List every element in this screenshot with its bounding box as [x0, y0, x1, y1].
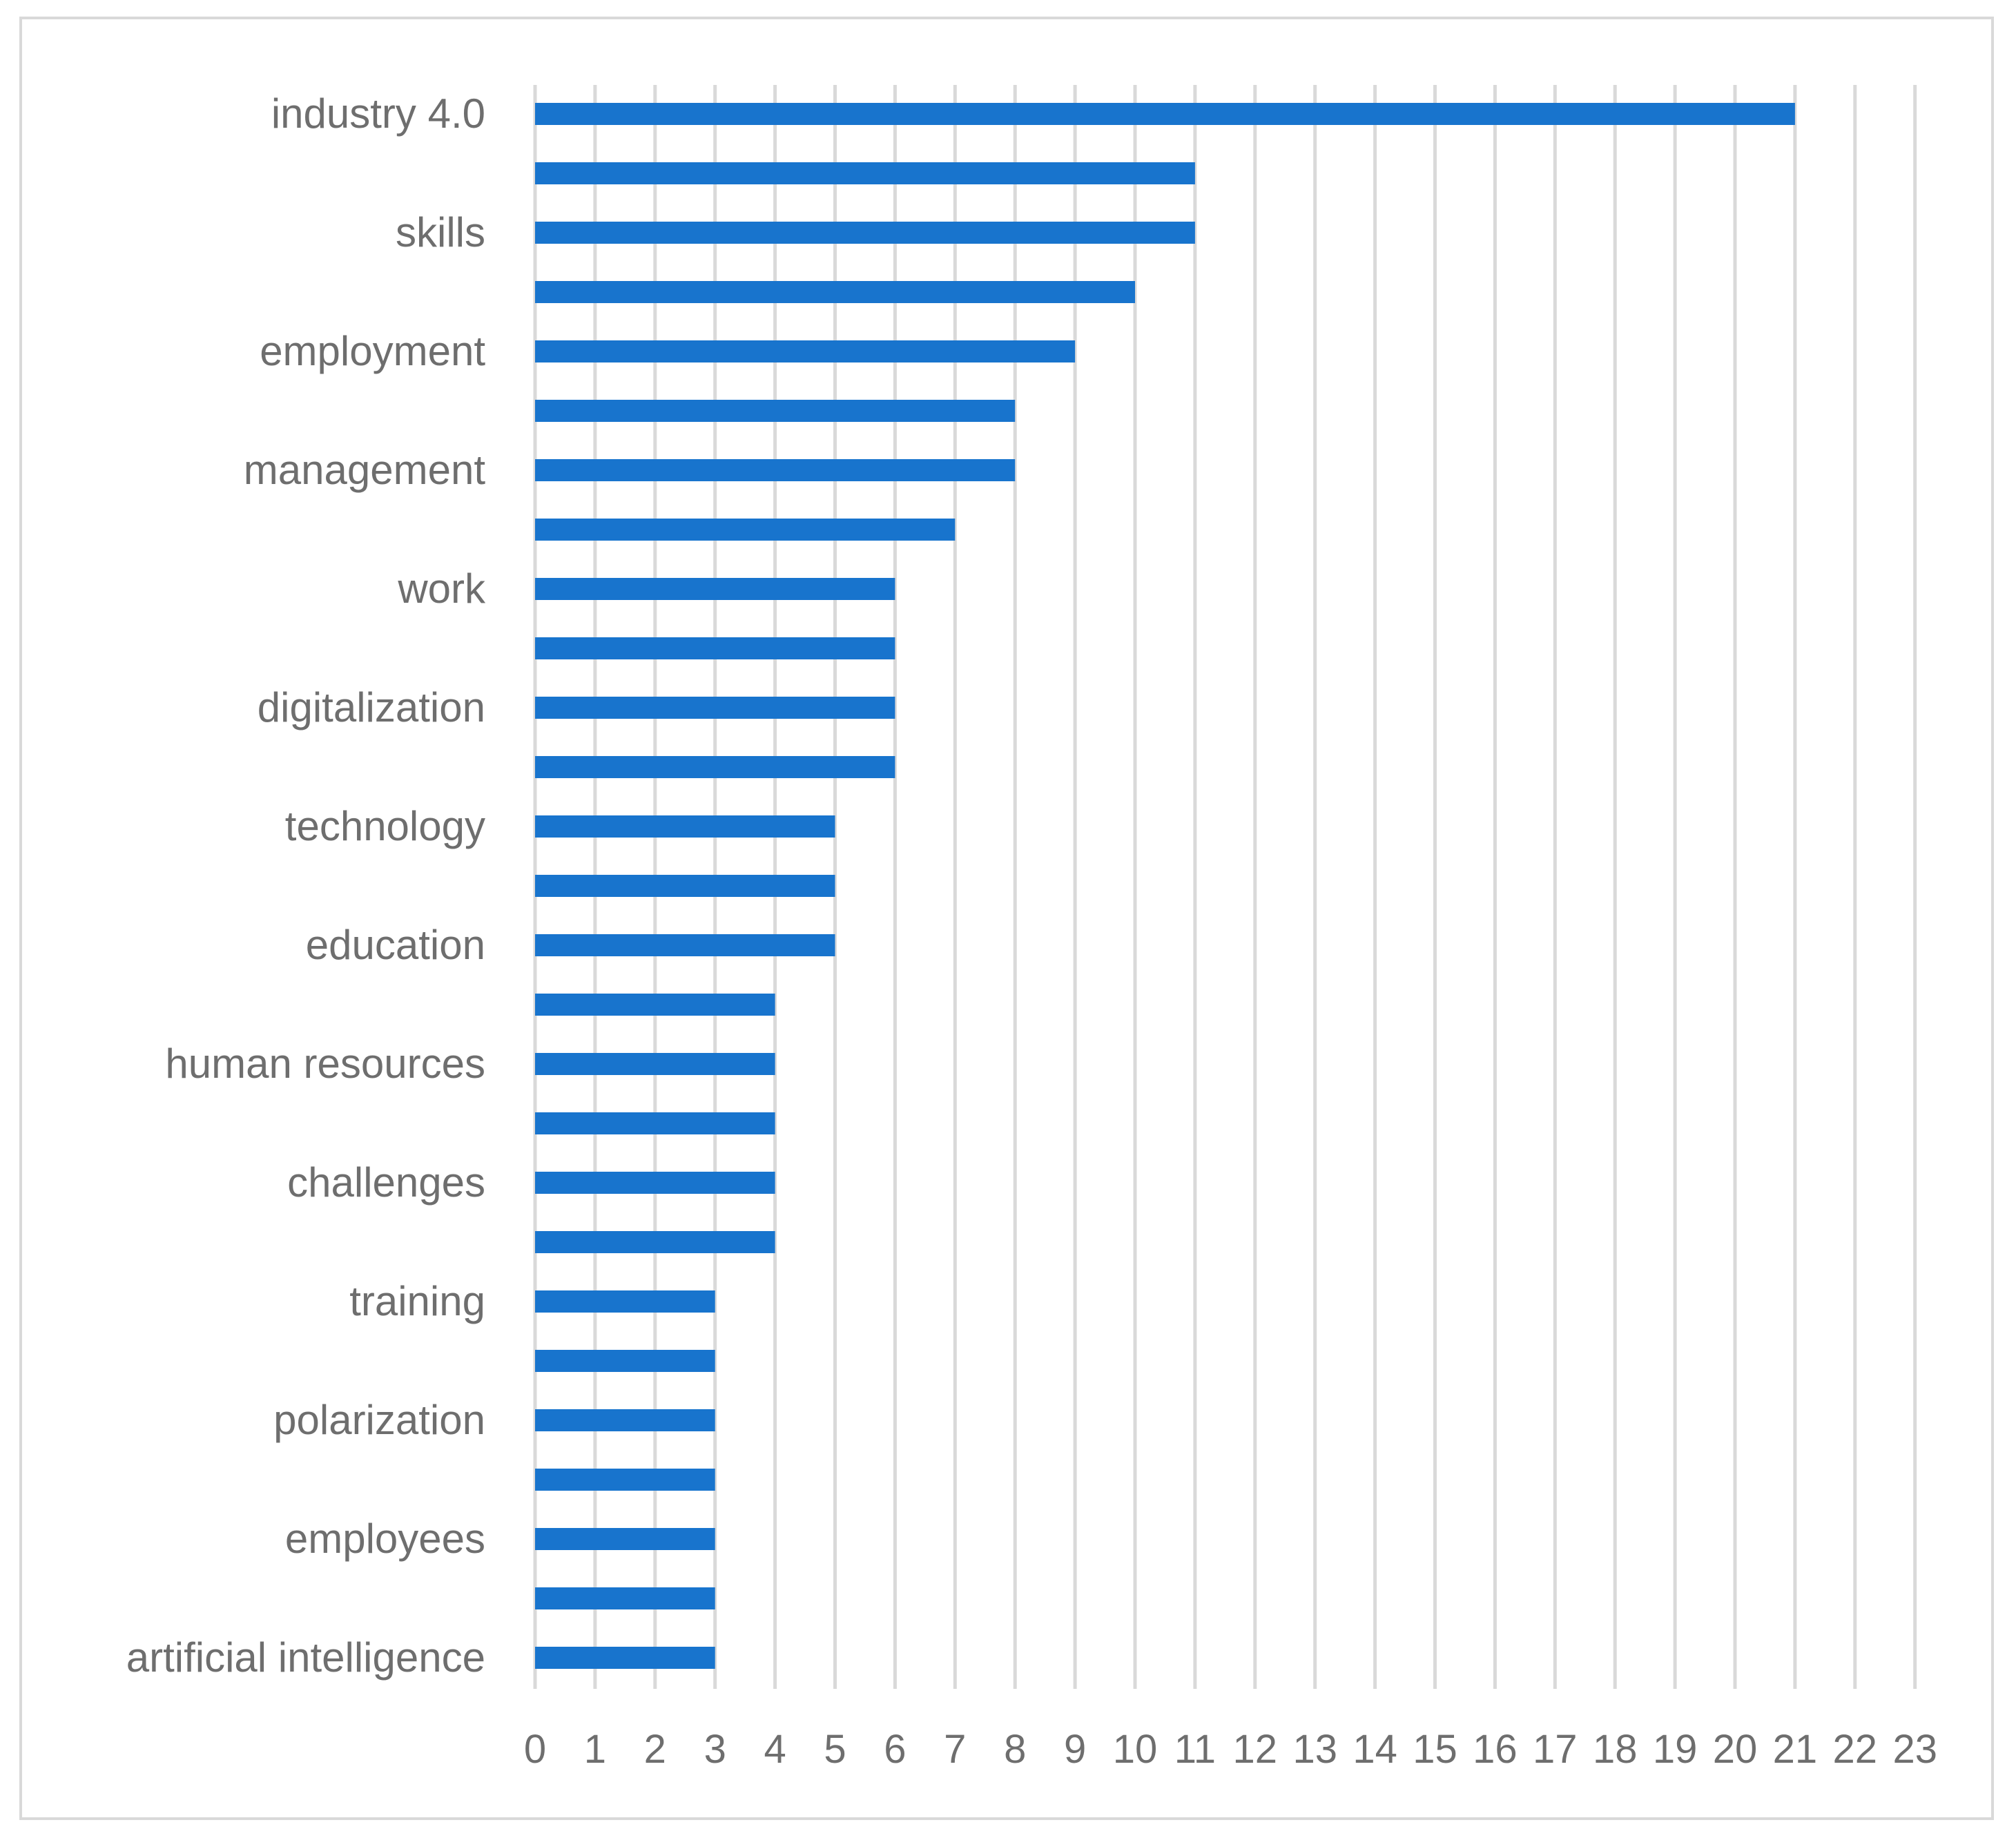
bar: [535, 103, 1795, 125]
category-label: challenges: [287, 1159, 485, 1206]
x-tick-label: 9: [1064, 1727, 1086, 1772]
bar: [535, 637, 895, 659]
x-tick-label: 2: [644, 1727, 666, 1772]
category-label: artificial intelligence: [126, 1634, 485, 1681]
bar: [535, 578, 895, 600]
x-tick-label: 23: [1892, 1727, 1937, 1772]
x-tick-label: 15: [1413, 1727, 1457, 1772]
bar: [535, 1587, 715, 1609]
bar: [535, 340, 1076, 362]
x-tick-label: 14: [1353, 1727, 1397, 1772]
x-tick-label: 7: [944, 1727, 966, 1772]
bar: [535, 1172, 775, 1194]
x-tick-label: 0: [524, 1727, 546, 1772]
bar: [535, 1647, 715, 1669]
x-tick-label: 18: [1593, 1727, 1638, 1772]
bar: [535, 1112, 775, 1134]
bar: [535, 400, 1016, 422]
x-tick-label: 17: [1533, 1727, 1578, 1772]
category-label: training: [349, 1278, 485, 1324]
category-label: employment: [260, 328, 485, 374]
bar: [535, 1469, 715, 1491]
bar: [535, 1350, 715, 1372]
bars: [535, 103, 1795, 1669]
x-tick-label: 5: [824, 1727, 846, 1772]
category-label: digitalization: [258, 684, 485, 731]
bar: [535, 222, 1195, 244]
x-tick-label: 19: [1653, 1727, 1698, 1772]
x-tick-label: 12: [1233, 1727, 1278, 1772]
bar: [535, 1528, 715, 1550]
bar: [535, 934, 835, 956]
x-tick-label: 4: [764, 1727, 786, 1772]
category-label: education: [306, 922, 485, 968]
chart-frame: industry 4.0 skills employment management wo…: [19, 17, 1994, 1820]
x-tick-label: 20: [1713, 1727, 1758, 1772]
x-tick-label: 22: [1833, 1727, 1878, 1772]
bar: [535, 875, 835, 897]
category-label: management: [244, 447, 486, 493]
x-tick-label: 10: [1113, 1727, 1158, 1772]
bar: [535, 697, 895, 719]
bar: [535, 756, 895, 778]
x-axis-tick-labels: 0 1 2 3 4 5 6 7 8 9 10 11 12 13 14 15 16 17 18 19 20 21 22 23: [524, 1727, 1937, 1772]
bar: [535, 162, 1195, 184]
bar: [535, 281, 1135, 303]
x-tick-label: 13: [1292, 1727, 1337, 1772]
x-tick-label: 8: [1004, 1727, 1026, 1772]
category-label: skills: [396, 209, 485, 255]
x-tick-label: 11: [1174, 1727, 1216, 1772]
x-tick-label: 16: [1473, 1727, 1518, 1772]
x-tick-label: 3: [704, 1727, 726, 1772]
category-label: employees: [285, 1516, 485, 1562]
bar: [535, 1290, 715, 1313]
category-label: technology: [285, 803, 485, 849]
x-tick-label: 21: [1773, 1727, 1818, 1772]
x-tick-label: 6: [884, 1727, 906, 1772]
bar: [535, 1231, 775, 1253]
category-label: polarization: [273, 1397, 485, 1443]
x-tick-label: 1: [584, 1727, 606, 1772]
category-label: human resources: [165, 1041, 485, 1087]
category-label: work: [397, 565, 486, 612]
bar: [535, 994, 775, 1016]
category-labels: industry 4.0 skills employment management wo…: [126, 90, 486, 1681]
bar: [535, 519, 956, 541]
bar: [535, 1409, 715, 1431]
category-label: industry 4.0: [271, 90, 485, 137]
bar: [535, 459, 1016, 481]
bar-chart: industry 4.0 skills employment management wo…: [126, 85, 1937, 1772]
bar: [535, 815, 835, 838]
bar: [535, 1053, 775, 1075]
